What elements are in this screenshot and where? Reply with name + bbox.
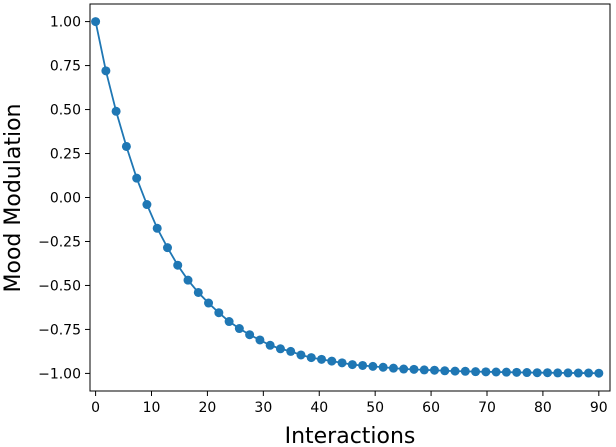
data-point: [337, 358, 347, 368]
data-point: [542, 368, 552, 378]
data-point: [173, 260, 183, 270]
x-tick-label: 50: [366, 400, 384, 416]
data-point: [152, 223, 162, 233]
data-point: [214, 308, 224, 318]
data-point: [347, 360, 357, 370]
data-point: [584, 368, 594, 378]
data-point: [491, 367, 501, 377]
data-point: [460, 366, 470, 376]
data-point: [224, 317, 234, 327]
data-point: [563, 368, 573, 378]
x-tick-label: 0: [91, 400, 100, 416]
data-point: [419, 365, 429, 375]
y-tick-label: 0.25: [50, 147, 81, 163]
y-axis-label: Mood Modulation: [1, 104, 26, 293]
y-tick-label: −0.25: [38, 234, 81, 250]
y-tick-label: −0.75: [38, 322, 81, 338]
y-tick-label: 0.75: [50, 59, 81, 75]
x-tick-label: 30: [254, 400, 272, 416]
data-point: [245, 330, 255, 340]
data-point: [162, 243, 172, 253]
x-tick-label: 90: [590, 400, 608, 416]
data-point: [265, 340, 275, 350]
data-point: [573, 368, 583, 378]
data-point: [512, 367, 522, 377]
data-point: [255, 335, 265, 345]
y-tick-label: 1.00: [50, 15, 81, 31]
data-point: [553, 368, 563, 378]
data-point: [327, 356, 337, 366]
data-point: [481, 367, 491, 377]
data-point: [142, 200, 152, 210]
x-axis-label: Interactions: [285, 424, 416, 447]
data-point: [594, 368, 604, 378]
data-point: [358, 360, 368, 370]
x-tick-label: 60: [422, 400, 440, 416]
axis-ticks: 0 10 20 30 40 50 60 70 80 90 1.00 0.75 0.50 0.25 0.00 −…: [38, 15, 608, 416]
data-point: [522, 368, 532, 378]
data-point: [378, 362, 388, 372]
data-point: [275, 344, 285, 354]
data-point: [234, 324, 244, 334]
data-point: [440, 366, 450, 376]
x-tick-label: 20: [199, 400, 217, 416]
plot-area: [91, 17, 604, 378]
data-point: [204, 298, 214, 308]
data-point: [111, 106, 121, 116]
data-point: [193, 287, 203, 297]
data-point: [388, 363, 398, 373]
data-point: [501, 367, 511, 377]
data-point: [91, 17, 101, 27]
y-tick-label: 0.50: [50, 103, 81, 119]
x-tick-label: 10: [143, 400, 161, 416]
data-point: [101, 66, 111, 76]
data-point: [471, 367, 481, 377]
data-point: [532, 368, 542, 378]
x-tick-label: 80: [534, 400, 552, 416]
data-point: [368, 361, 378, 371]
data-point: [429, 365, 439, 375]
y-tick-label: 0.00: [50, 191, 81, 207]
data-point: [183, 275, 193, 285]
data-point: [296, 350, 306, 360]
data-point: [409, 364, 419, 374]
x-tick-label: 70: [478, 400, 496, 416]
series-line: [94, 21, 599, 375]
data-point: [121, 141, 131, 151]
data-point: [317, 354, 327, 364]
y-tick-label: −0.50: [38, 278, 81, 294]
x-tick-label: 40: [310, 400, 328, 416]
data-point: [450, 366, 460, 376]
y-tick-label: −1.00: [38, 366, 81, 382]
data-point: [286, 346, 296, 356]
data-point: [399, 364, 409, 374]
data-point: [306, 353, 316, 363]
data-point: [132, 173, 142, 183]
plot-frame: [89, 3, 611, 392]
